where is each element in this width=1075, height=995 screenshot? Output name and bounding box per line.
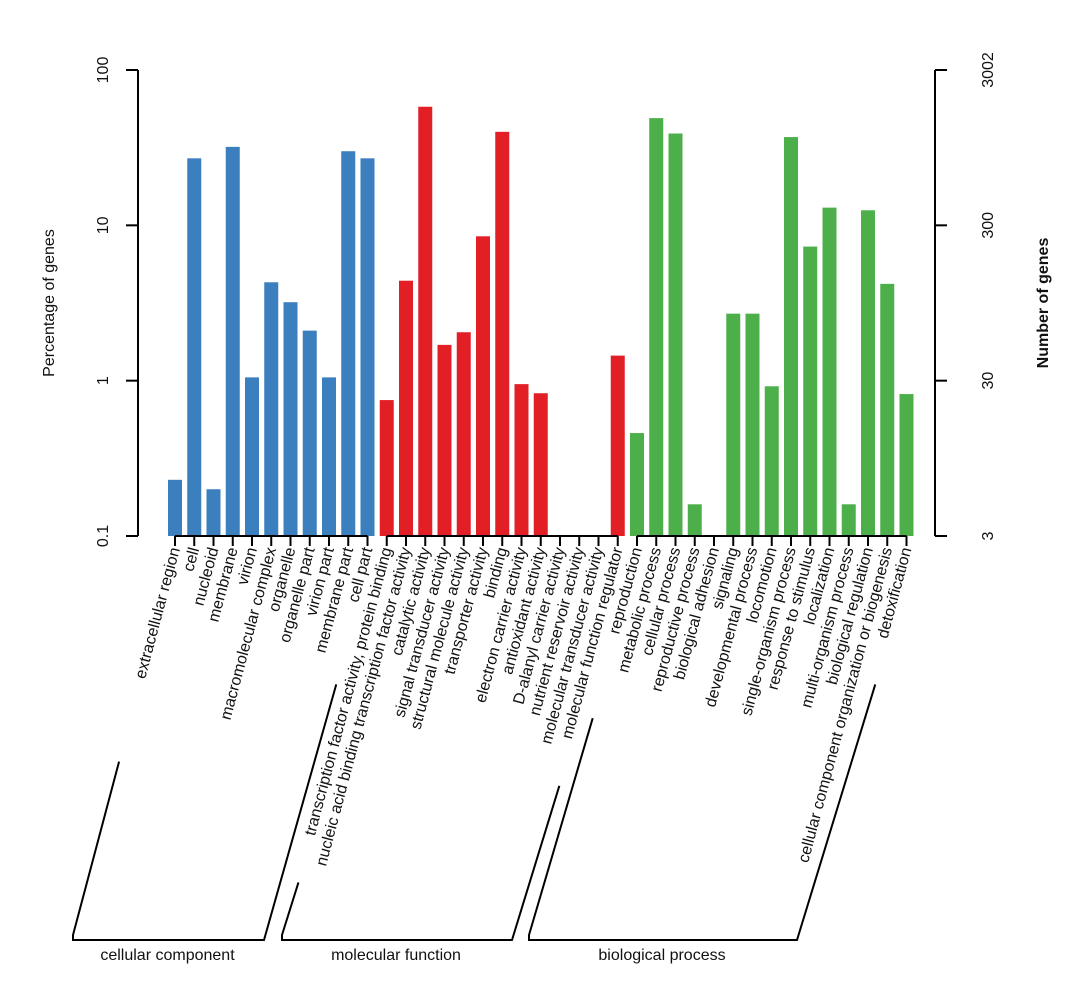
y-tick-label-right: 3 [980, 531, 997, 540]
bracket-molecular-function [281, 785, 561, 941]
y-tick-label-left: 0.1 [95, 525, 112, 547]
bar-virion-part [322, 377, 336, 536]
group-label-molecular-function: molecular function [331, 947, 461, 964]
bracket-biological-process [528, 684, 877, 941]
bar-cellular-component-organization-or-biogenesis [880, 283, 895, 536]
bar-cell [187, 158, 202, 536]
bar-detoxification [899, 394, 914, 536]
bar-signal-transducer-activity [437, 344, 452, 536]
bar-multi-organism-process [841, 504, 856, 536]
bar-molecular-function-regulator [610, 355, 625, 536]
bar-transcription-factor-activity-protein-binding [379, 400, 394, 536]
x-tick-label-cell: cell [180, 546, 203, 574]
y-axis-title-right: Number of genes [1035, 238, 1052, 369]
bar-antioxidant-activity [533, 393, 548, 536]
bar-binding [495, 131, 510, 536]
y-axis-title-left: Percentage of genes [41, 229, 58, 377]
y-tick-label-left: 10 [95, 216, 112, 234]
bar-membrane [225, 146, 240, 536]
bar-cell-part [360, 158, 375, 536]
y-tick-label-right: 30 [980, 372, 997, 390]
bar-single-organism-process [784, 137, 798, 536]
y-tick-label-right: 300 [980, 212, 997, 239]
bar-developmental-process [745, 313, 760, 536]
group-label-biological-process: biological process [598, 947, 725, 964]
y-tick-label-left: 100 [95, 57, 112, 84]
bars-layer [168, 106, 914, 537]
x-axis [174, 535, 908, 546]
bar-transporter-activity [476, 236, 490, 536]
bar-locomotion [764, 386, 779, 536]
x-tick-label-extracellular-region: extracellular region [132, 546, 183, 681]
y-tick-label-left: 1 [95, 376, 112, 385]
bar-localization [822, 207, 837, 536]
y-axis-left: 0.1 1 10 100 [95, 57, 139, 547]
bar-response-to-stimulus [803, 246, 818, 536]
group-label-cellular-component: cellular component [100, 947, 235, 964]
bracket-cellular-component [72, 684, 338, 941]
bar-reproductive-process [687, 504, 702, 536]
bar-metabolic-process [649, 118, 664, 537]
bar-organelle-part [302, 330, 317, 536]
bar-cellular-process [668, 133, 683, 536]
bar-virion [245, 377, 259, 536]
bar-membrane-part [341, 151, 356, 536]
bar-signaling [726, 313, 741, 536]
bar-extracellular-region [168, 479, 182, 536]
y-axis-right: 3 30 300 3002 [934, 52, 997, 540]
bar-biological-regulation [861, 210, 875, 537]
bar-nucleoid [206, 489, 221, 536]
bar-catalytic-activity [418, 106, 433, 536]
y-tick-label-right: 3002 [980, 52, 997, 88]
category-labels: extracellular regioncellnucleoidmembrane… [132, 545, 915, 868]
bar-structural-molecule-activity [456, 332, 471, 536]
bar-electron-carrier-activity [514, 384, 529, 536]
bar-reproduction [630, 433, 644, 536]
bar-macromolecular-complex [264, 282, 279, 536]
group-brackets: cellular component molecular function biol… [72, 684, 877, 964]
bar-nucleic-acid-binding-transcription-factor-activity [399, 280, 413, 536]
bar-organelle [283, 302, 298, 536]
